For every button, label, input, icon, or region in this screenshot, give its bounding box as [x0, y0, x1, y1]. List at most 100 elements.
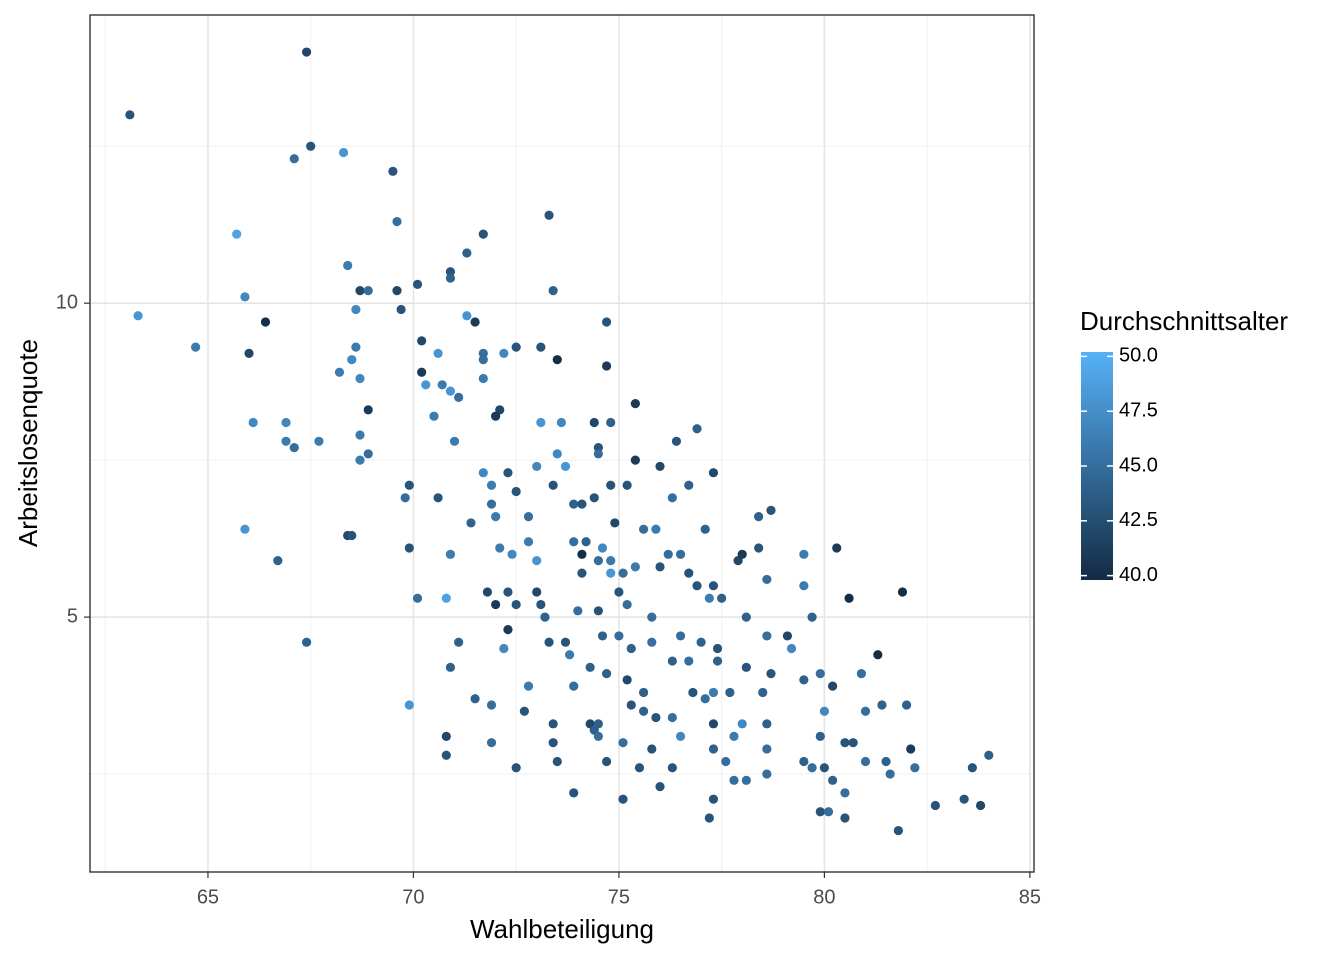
point — [478, 229, 488, 239]
point — [593, 606, 603, 616]
point — [684, 480, 694, 490]
point — [577, 499, 587, 509]
point — [577, 568, 587, 578]
point — [441, 593, 451, 603]
point — [737, 549, 747, 559]
point — [511, 486, 521, 497]
point — [347, 355, 357, 365]
point — [478, 355, 488, 365]
point — [762, 631, 772, 641]
point — [696, 637, 706, 647]
point — [614, 587, 624, 597]
y-axis-title: Arbeitslosenquote — [13, 339, 43, 547]
point — [840, 788, 850, 798]
point — [565, 650, 575, 660]
point — [334, 367, 345, 377]
point — [593, 555, 603, 566]
point — [799, 756, 809, 767]
point — [486, 499, 497, 509]
point — [741, 612, 751, 622]
point — [651, 712, 661, 723]
point — [610, 518, 620, 528]
point — [692, 424, 702, 434]
y-tick-label: 10 — [56, 291, 78, 313]
point — [306, 141, 316, 151]
point — [593, 731, 603, 741]
point — [762, 719, 772, 729]
point — [930, 800, 940, 811]
point — [417, 336, 427, 346]
point — [429, 411, 439, 421]
point — [478, 373, 488, 384]
point — [552, 355, 562, 365]
point — [675, 631, 686, 641]
point — [638, 687, 649, 698]
point — [856, 669, 866, 679]
x-tick-label: 85 — [1019, 886, 1041, 908]
point — [503, 468, 513, 478]
point — [470, 694, 480, 704]
legend-label: 50.0 — [1119, 345, 1158, 367]
x-tick-label: 75 — [608, 886, 630, 908]
point — [700, 524, 710, 534]
point — [454, 392, 464, 402]
point — [404, 543, 414, 553]
point — [671, 436, 682, 446]
point — [351, 304, 361, 315]
point — [363, 405, 373, 415]
point — [622, 675, 632, 685]
point — [708, 687, 719, 698]
x-tick-label: 80 — [813, 886, 835, 908]
point — [507, 549, 517, 559]
point — [585, 662, 595, 672]
point — [655, 461, 665, 472]
point — [815, 807, 825, 817]
point — [421, 380, 431, 390]
point — [499, 643, 509, 654]
point — [704, 813, 714, 823]
point — [523, 537, 534, 547]
point — [536, 342, 546, 352]
point — [355, 455, 365, 465]
point — [832, 543, 842, 553]
point — [754, 543, 764, 553]
point — [433, 493, 443, 503]
point — [782, 631, 793, 641]
legend-label: 45.0 — [1119, 454, 1158, 476]
point — [638, 524, 649, 534]
point — [786, 643, 797, 654]
x-tick-label: 65 — [197, 886, 219, 908]
point — [840, 813, 850, 823]
point — [569, 499, 579, 509]
point — [758, 687, 768, 698]
point — [807, 612, 817, 622]
point — [482, 587, 493, 597]
point — [552, 449, 562, 459]
point — [975, 800, 986, 811]
point — [754, 512, 764, 522]
point — [626, 700, 636, 710]
point — [511, 763, 521, 773]
point — [762, 744, 772, 754]
point — [901, 700, 912, 710]
y-tick-label: 5 — [67, 605, 78, 627]
point — [717, 593, 727, 603]
point — [273, 555, 283, 566]
point — [392, 286, 402, 296]
point — [355, 286, 365, 296]
point — [601, 669, 612, 679]
point — [532, 587, 542, 597]
point — [729, 731, 739, 741]
point — [569, 788, 579, 798]
point — [589, 493, 599, 503]
point — [548, 738, 558, 748]
point — [741, 775, 751, 785]
point — [601, 317, 612, 327]
point — [523, 512, 534, 522]
point — [540, 612, 550, 622]
x-tick-label: 70 — [402, 886, 424, 908]
point — [454, 637, 464, 647]
point — [606, 417, 616, 428]
